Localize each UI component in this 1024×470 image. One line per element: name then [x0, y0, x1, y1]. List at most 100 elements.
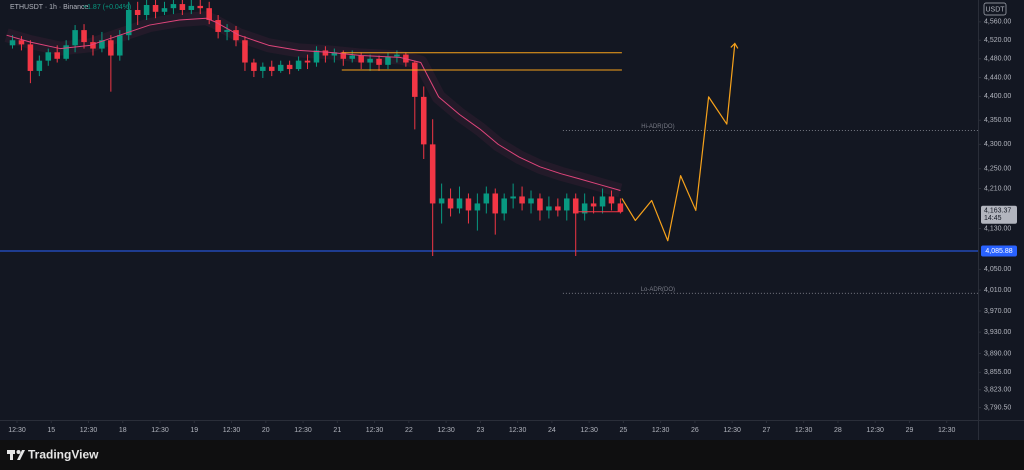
y-tick-label: 4,480.00 — [984, 56, 1011, 63]
projection-line — [621, 43, 736, 242]
candle-body — [268, 66, 275, 71]
candle-body — [54, 52, 60, 59]
candle-body — [412, 62, 418, 97]
candle-body — [304, 60, 311, 63]
candle-body — [340, 52, 347, 59]
x-tick-label: 12:30 — [8, 427, 26, 434]
x-tick-label: 12:30 — [80, 427, 98, 434]
y-tick-label: 4,520.00 — [984, 37, 1011, 44]
x-tick-label: 12:30 — [294, 427, 312, 434]
candle-body — [599, 196, 606, 207]
x-tick-label: 12:30 — [509, 427, 527, 434]
x-tick-label: 15 — [47, 427, 55, 434]
x-tick-label: 12:30 — [795, 427, 813, 434]
candle-body — [501, 198, 507, 214]
price-change: +1.87 (+0.04%) — [83, 4, 131, 11]
candle-body — [81, 30, 87, 43]
x-tick-label: 12:30 — [223, 427, 241, 434]
y-tick-label: 4,560.00 — [984, 19, 1011, 26]
footer-bar — [0, 440, 1024, 470]
candle-body — [27, 44, 34, 71]
candle-body — [295, 60, 302, 70]
candle-body — [251, 62, 257, 71]
candle-body — [242, 40, 248, 63]
candle-body — [215, 20, 221, 32]
marker-price-box — [981, 245, 1017, 257]
y-tick-label: 3,890.00 — [984, 350, 1011, 357]
candle-body — [90, 42, 96, 49]
candle-body — [286, 64, 293, 70]
candle-body — [152, 4, 159, 12]
logo-part — [16, 450, 21, 454]
y-tick-label: 4,300.00 — [984, 141, 1011, 148]
candle-body — [72, 30, 78, 46]
x-tick-label: 21 — [333, 427, 341, 434]
x-tick-label: 29 — [906, 427, 914, 434]
candle-body — [510, 196, 516, 199]
candle-body — [63, 45, 69, 59]
x-tick-label: 12:30 — [151, 427, 169, 434]
y-tick-label: 3,823.00 — [984, 387, 1011, 394]
x-tick-label: 12:30 — [580, 427, 598, 434]
candle-body — [367, 58, 373, 63]
currency-box[interactable] — [983, 2, 1007, 16]
y-tick-label: 3,790.50 — [984, 404, 1011, 411]
ema-line — [6, 17, 621, 191]
brand-name[interactable]: TradingView — [28, 448, 99, 462]
brand-logo[interactable] — [7, 450, 25, 460]
y-tick-label: 3,930.00 — [984, 329, 1011, 336]
x-tick-label: 19 — [190, 427, 198, 434]
candle-body — [99, 40, 105, 49]
candle-body — [474, 203, 481, 211]
x-tick-label: 23 — [476, 427, 484, 434]
candle-body — [260, 66, 266, 71]
x-tick-label: 18 — [119, 427, 127, 434]
candle-body — [537, 198, 543, 211]
y-tick-label: 4,440.00 — [984, 74, 1011, 81]
candle-body — [125, 9, 132, 36]
candle-body — [590, 203, 597, 207]
candle-body — [376, 58, 382, 65]
symbol-title[interactable]: ETHUSDT · 1h · Binance — [10, 4, 89, 11]
candle-body — [429, 144, 436, 204]
x-tick-label: 20 — [262, 427, 270, 434]
x-tick-label: 12:30 — [652, 427, 670, 434]
candle-body — [170, 4, 177, 9]
candle-body — [18, 40, 25, 45]
y-tick-label: 4,050.00 — [984, 266, 1011, 273]
candle-body — [438, 198, 445, 204]
adr-label: Hi-ADR(DO) — [641, 124, 674, 130]
candle-body — [188, 5, 195, 10]
candle-body — [108, 40, 114, 56]
y-tick-label: 4,400.00 — [984, 93, 1011, 100]
currency-label[interactable]: USDT — [985, 6, 1005, 13]
candle-body — [447, 198, 454, 209]
last-price-label: 4,163.37 — [984, 208, 1011, 215]
candle-body — [385, 56, 391, 65]
adr-label: Lo-ADR(DO) — [641, 287, 675, 293]
candle-body — [528, 198, 534, 204]
candle-body — [617, 203, 624, 212]
candle-body — [9, 40, 16, 46]
x-tick-label: 12:30 — [366, 427, 384, 434]
logo-part — [17, 450, 25, 460]
last-price-box — [981, 205, 1017, 224]
projection-arrowhead — [730, 42, 739, 49]
candle-body — [331, 52, 338, 56]
y-tick-label: 3,970.00 — [984, 308, 1011, 315]
candle-body — [483, 193, 490, 204]
marker-price-label: 4,085.88 — [985, 248, 1012, 255]
candle-body — [394, 54, 400, 57]
y-tick-label: 4,350.00 — [984, 117, 1011, 124]
candle-body — [206, 8, 212, 21]
x-tick-label: 24 — [548, 427, 556, 434]
candle-body — [564, 198, 570, 211]
x-tick-label: 27 — [763, 427, 771, 434]
candle-body — [519, 196, 525, 204]
x-tick-label: 22 — [405, 427, 413, 434]
x-tick-label: 26 — [691, 427, 699, 434]
candle-body — [492, 193, 499, 214]
candle-body — [36, 60, 43, 71]
x-tick-label: 28 — [834, 427, 842, 434]
